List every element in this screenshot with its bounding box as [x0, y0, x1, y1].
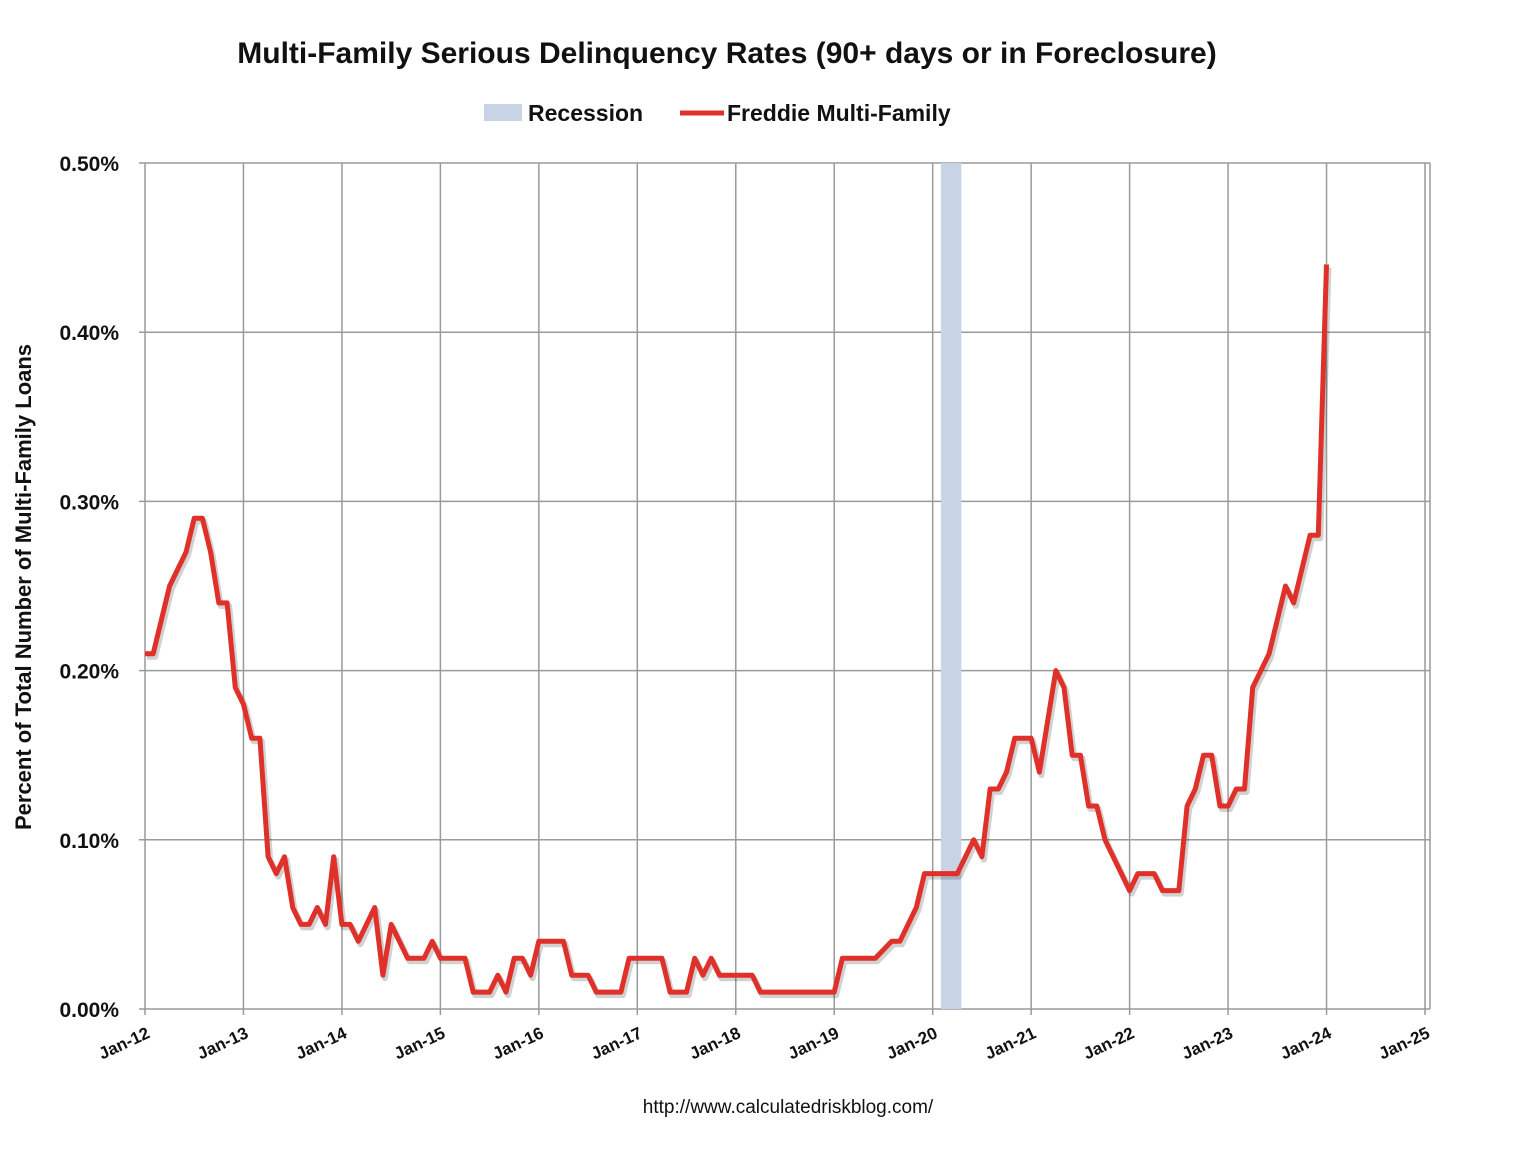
legend-recession-label: Recession: [528, 100, 643, 126]
x-tick-label: Jan-22: [1080, 1023, 1137, 1063]
x-tick-label: Jan-19: [785, 1023, 842, 1063]
x-tick-label: Jan-14: [293, 1023, 350, 1063]
series-line-freddie-multi-family: [145, 264, 1329, 995]
x-tick-label: Jan-15: [391, 1023, 448, 1063]
x-tick-label: Jan-21: [982, 1023, 1039, 1063]
y-tick-label: 0.30%: [59, 491, 119, 514]
x-tick-label: Jan-13: [194, 1023, 251, 1063]
series-line-shadow: [147, 267, 1332, 999]
y-tick-label: 0.40%: [59, 322, 119, 345]
y-tick-label: 0.50%: [59, 153, 119, 176]
x-tick-label: Jan-17: [588, 1023, 645, 1063]
legend-recession-swatch: [484, 104, 522, 121]
y-axis: 0.00% 0.10% 0.20% 0.30% 0.40% 0.50%: [59, 153, 119, 1022]
y-tick-label: 0.10%: [59, 830, 119, 853]
x-tick-label: Jan-24: [1277, 1023, 1334, 1063]
legend-series-label: Freddie Multi-Family: [727, 100, 951, 126]
y-tick-label: 0.20%: [59, 661, 119, 684]
x-axis: Jan-12 Jan-13 Jan-14 Jan-15 Jan-16 Jan-17 Jan-…: [96, 1023, 1433, 1063]
x-tick-label: Jan-16: [490, 1023, 547, 1063]
legend: Recession Freddie Multi-Family: [484, 100, 951, 126]
x-tick-label: Jan-23: [1179, 1023, 1236, 1063]
x-tick-label: Jan-12: [96, 1023, 153, 1063]
y-tick-label: 0.00%: [59, 999, 119, 1022]
x-tick-label: Jan-25: [1376, 1023, 1433, 1063]
chart-title: Multi-Family Serious Delinquency Rates (…: [237, 37, 1216, 70]
x-tick-label: Jan-20: [884, 1023, 941, 1063]
source-url: http://www.calculatedriskblog.com/: [643, 1097, 934, 1118]
grid: [139, 162, 1431, 1015]
y-axis-label: Percent of Total Number of Multi-Family …: [11, 344, 36, 830]
recession-band: [940, 163, 962, 1009]
x-tick-label: Jan-18: [687, 1023, 744, 1063]
